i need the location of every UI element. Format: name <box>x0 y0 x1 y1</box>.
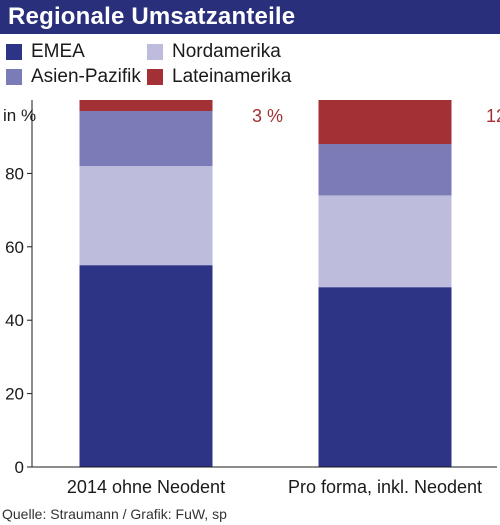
bar-segment-asien-pazifik-1 <box>79 111 213 167</box>
legend-item-lateinamerika: Lateinamerika <box>147 66 292 87</box>
legend-item-asien-pazifik: Asien-Pazifik <box>6 66 141 87</box>
bar-segment-nordamerika-2 <box>318 195 452 288</box>
legend-swatch-lateinamerika <box>147 69 163 85</box>
data-label-lateinamerika-2: 12 % <box>486 106 500 126</box>
bar-segment-nordamerika-1 <box>79 166 213 266</box>
chart-title: Regionale Umsatzanteile <box>8 3 296 30</box>
legend-swatch-emea <box>6 44 22 60</box>
bar-segment-emea-1 <box>79 265 213 467</box>
legend-label-emea: EMEA <box>31 41 85 62</box>
y-tick-label: 80 <box>5 164 24 183</box>
bar-segment-emea-2 <box>318 287 452 467</box>
legend-label-lateinamerika: Lateinamerika <box>172 66 292 87</box>
legend-item-emea: EMEA <box>6 41 85 62</box>
legend-item-nordamerika: Nordamerika <box>147 41 281 62</box>
legend-label-nordamerika: Nordamerika <box>172 41 281 62</box>
source-note: Quelle: Straumann / Grafik: FuW, sp <box>2 506 227 522</box>
stacked-bar-chart: 0 20 40 60 80 in % 2014 ohne Neodent Pro forma,… <box>3 100 500 497</box>
legend-label-asien-pazifik: Asien-Pazifik <box>31 66 141 87</box>
y-tick-label: 0 <box>15 458 24 477</box>
legend-swatch-asien-pazifik <box>6 69 22 85</box>
y-tick-label: 20 <box>5 385 24 404</box>
y-axis-label: in % <box>3 106 36 125</box>
data-label-lateinamerika-1: 3 % <box>252 106 283 126</box>
chart-title-bar: Regionale Umsatzanteile <box>0 0 500 34</box>
legend-swatch-nordamerika <box>147 44 163 60</box>
bar-segment-lateinamerika-1 <box>79 100 213 112</box>
y-tick-label: 40 <box>5 311 24 330</box>
x-tick-label: Pro forma, inkl. Neodent <box>288 477 482 497</box>
x-tick-label: 2014 ohne Neodent <box>67 477 225 497</box>
y-tick-label: 60 <box>5 238 24 257</box>
bar-segment-lateinamerika-2 <box>318 100 452 145</box>
bar-segment-asien-pazifik-2 <box>318 144 452 196</box>
